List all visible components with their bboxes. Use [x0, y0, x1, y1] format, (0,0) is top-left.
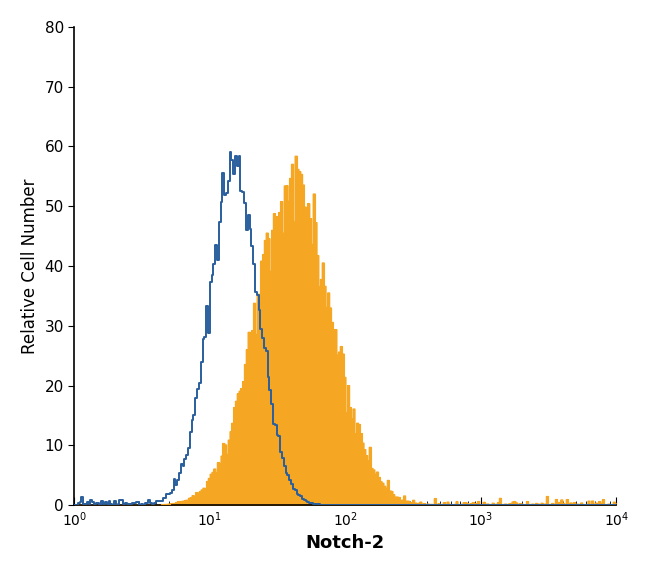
- X-axis label: Notch-2: Notch-2: [306, 534, 385, 552]
- Y-axis label: Relative Cell Number: Relative Cell Number: [21, 178, 39, 354]
